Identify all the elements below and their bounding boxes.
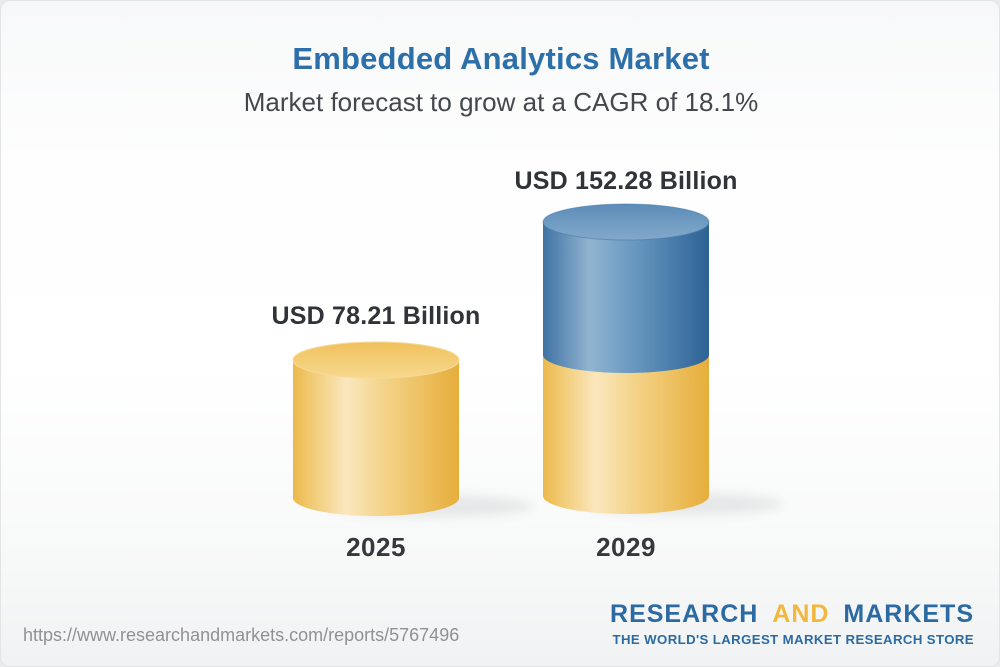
value-label-2029: USD 152.28 Billion [514,167,738,195]
report-url-link[interactable]: https://www.researchandmarkets.com/repor… [23,625,460,645]
researchandmarkets-logo: RESEARCH AND MARKETS THE WORLD'S LARGEST… [610,600,974,647]
bar-2025-cylinder [292,341,460,516]
bar-2029-blue-segment [543,222,709,373]
logo-wordmark: RESEARCH AND MARKETS [610,600,974,629]
logo-word-and: AND [772,600,830,628]
logo-tagline: THE WORLD'S LARGEST MARKET RESEARCH STOR… [612,632,974,647]
chart-title: Embedded Analytics Market [292,41,710,76]
category-label-2029: 2029 [596,532,656,562]
chart-subtitle: Market forecast to grow at a CAGR of 18.… [243,87,759,117]
category-label-2025: 2025 [346,532,406,562]
bar-2029-gold-segment [543,355,709,514]
value-label-2025: USD 78.21 Billion [271,302,481,330]
logo-word-research: RESEARCH [610,600,759,628]
bar-2029-cylinder [542,203,710,514]
logo-word-markets: MARKETS [843,600,974,628]
